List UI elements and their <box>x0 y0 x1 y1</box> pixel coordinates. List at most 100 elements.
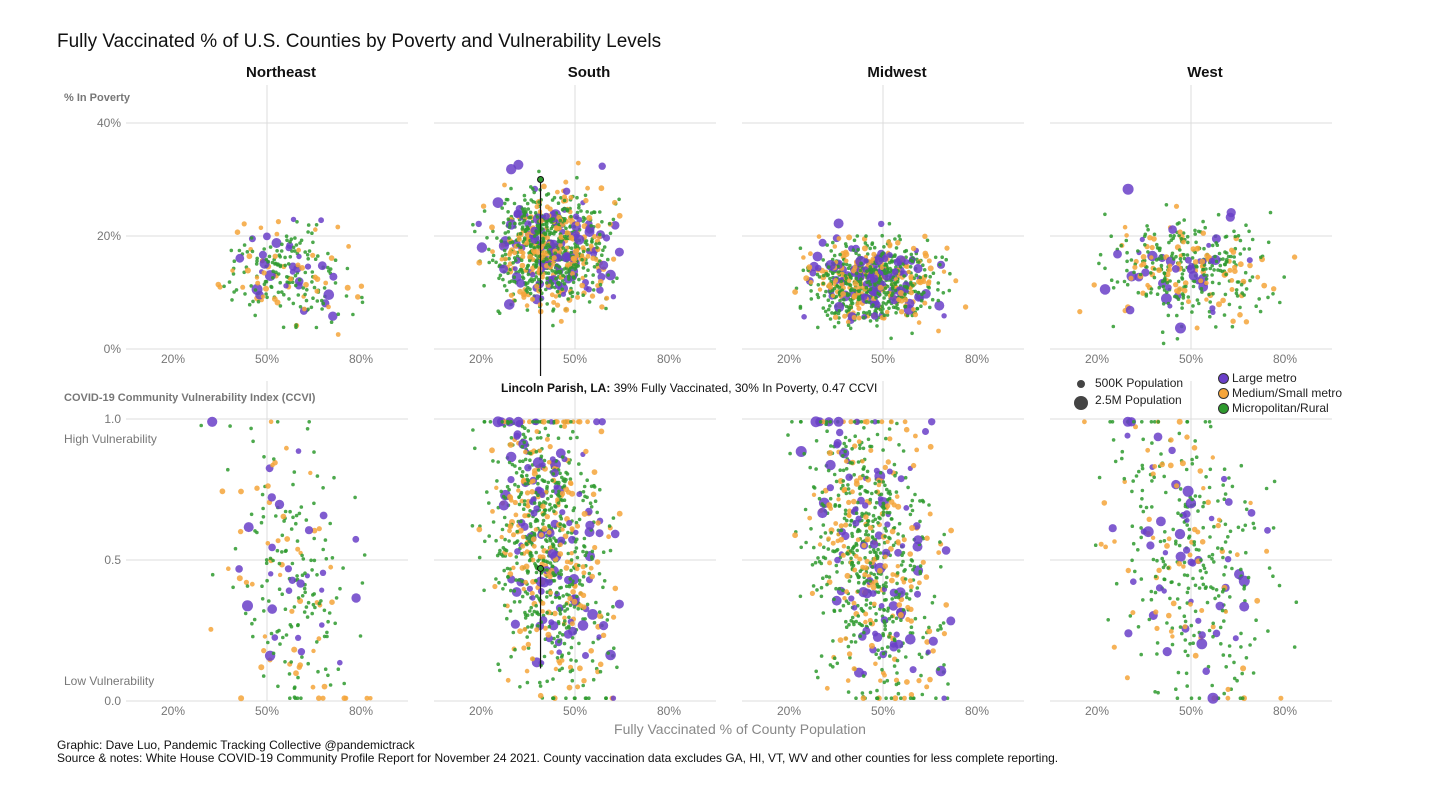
point-south-ccvi <box>521 645 527 651</box>
point-south-poverty <box>583 197 589 204</box>
point-midwest-ccvi <box>821 576 825 580</box>
point-midwest-ccvi <box>884 696 888 700</box>
point-midwest-ccvi <box>904 655 908 659</box>
point-midwest-ccvi <box>860 691 865 695</box>
point-midwest-ccvi <box>814 669 818 674</box>
point-west-poverty <box>1149 291 1153 295</box>
point-west-ccvi <box>1294 600 1299 604</box>
point-west-ccvi <box>1155 558 1159 563</box>
point-south-ccvi <box>531 543 537 549</box>
point-west-ccvi <box>1192 652 1199 659</box>
point-west-ccvi <box>1202 566 1207 571</box>
point-midwest-ccvi <box>817 496 822 501</box>
point-northeast-poverty <box>222 284 226 289</box>
point-northeast-ccvi <box>315 640 319 644</box>
point-south-ccvi <box>532 609 537 614</box>
point-midwest-ccvi <box>868 497 873 502</box>
point-west-ccvi <box>1239 601 1250 612</box>
point-midwest-ccvi <box>884 521 891 528</box>
point-south-poverty <box>532 234 537 238</box>
point-south-ccvi <box>522 499 527 503</box>
point-west-ccvi <box>1150 479 1154 483</box>
point-west-poverty <box>1229 287 1235 292</box>
point-south-ccvi <box>487 534 492 538</box>
point-south-ccvi <box>507 476 515 484</box>
point-midwest-poverty <box>894 305 898 310</box>
point-northeast-poverty <box>254 262 259 266</box>
point-west-ccvi <box>1108 524 1117 533</box>
point-northeast-poverty <box>261 270 267 276</box>
point-midwest-poverty <box>936 328 941 334</box>
point-south-ccvi <box>573 529 579 536</box>
point-south-poverty <box>545 276 549 281</box>
point-midwest-ccvi <box>876 420 881 424</box>
point-south-ccvi <box>517 495 521 500</box>
point-northeast-ccvi <box>295 634 302 642</box>
point-midwest-ccvi <box>845 518 849 523</box>
point-midwest-ccvi <box>924 535 930 541</box>
point-west-ccvi <box>1155 641 1160 645</box>
point-midwest-poverty <box>836 236 842 241</box>
point-midwest-poverty <box>877 284 884 291</box>
point-south-ccvi <box>522 502 527 507</box>
point-south-ccvi <box>530 478 536 484</box>
point-south-poverty <box>559 239 563 244</box>
point-south-ccvi <box>567 595 573 602</box>
point-west-poverty <box>1173 203 1180 209</box>
point-northeast-ccvi <box>280 592 285 596</box>
point-west-ccvi <box>1166 612 1172 619</box>
point-south-ccvi <box>505 420 510 424</box>
point-northeast-ccvi <box>283 607 288 611</box>
point-northeast-ccvi <box>315 573 319 577</box>
x-tick-label-northeast-poverty-0: 20% <box>161 352 185 366</box>
point-midwest-ccvi <box>873 661 878 667</box>
point-midwest-ccvi <box>868 579 873 583</box>
point-west-ccvi <box>1224 498 1233 506</box>
point-midwest-ccvi <box>866 437 871 442</box>
point-south-poverty <box>579 209 583 213</box>
point-south-poverty <box>520 254 526 260</box>
point-west-ccvi <box>1203 586 1208 590</box>
point-midwest-ccvi <box>862 502 869 509</box>
point-south-poverty <box>502 248 507 253</box>
point-west-poverty <box>1198 278 1204 284</box>
point-midwest-ccvi <box>861 446 866 451</box>
point-midwest-ccvi <box>889 528 896 535</box>
point-midwest-poverty <box>792 289 798 295</box>
point-west-ccvi <box>1221 475 1228 483</box>
point-midwest-ccvi <box>836 497 841 502</box>
point-south-ccvi <box>557 489 561 494</box>
point-south-poverty <box>573 213 580 220</box>
point-west-ccvi <box>1239 645 1243 649</box>
point-midwest-ccvi <box>901 580 907 585</box>
point-midwest-ccvi <box>858 634 862 638</box>
point-midwest-ccvi <box>941 631 948 637</box>
point-south-poverty <box>538 218 544 224</box>
point-midwest-poverty <box>910 245 917 252</box>
point-northeast-poverty <box>295 262 301 268</box>
point-midwest-poverty <box>846 278 852 284</box>
point-south-ccvi <box>508 567 512 571</box>
point-west-poverty <box>1223 250 1227 254</box>
point-south-ccvi <box>569 551 574 556</box>
point-midwest-ccvi <box>841 454 845 458</box>
point-midwest-ccvi <box>809 590 816 597</box>
point-northeast-poverty <box>285 244 293 252</box>
point-west-poverty <box>1221 257 1225 261</box>
point-south-ccvi <box>568 477 573 481</box>
point-south-ccvi <box>494 538 498 543</box>
point-northeast-poverty <box>255 259 259 263</box>
point-midwest-ccvi <box>846 690 851 694</box>
point-northeast-ccvi <box>310 684 316 690</box>
point-midwest-ccvi <box>826 536 831 542</box>
point-south-poverty <box>566 297 570 301</box>
point-west-ccvi <box>1170 600 1177 607</box>
point-west-ccvi <box>1243 523 1248 528</box>
point-west-poverty <box>1240 291 1244 295</box>
point-west-poverty <box>1223 292 1228 297</box>
point-south-ccvi <box>525 473 529 478</box>
point-south-ccvi <box>515 529 519 534</box>
point-south-poverty <box>562 234 567 239</box>
point-south-poverty <box>591 273 595 277</box>
point-south-poverty <box>490 249 495 255</box>
